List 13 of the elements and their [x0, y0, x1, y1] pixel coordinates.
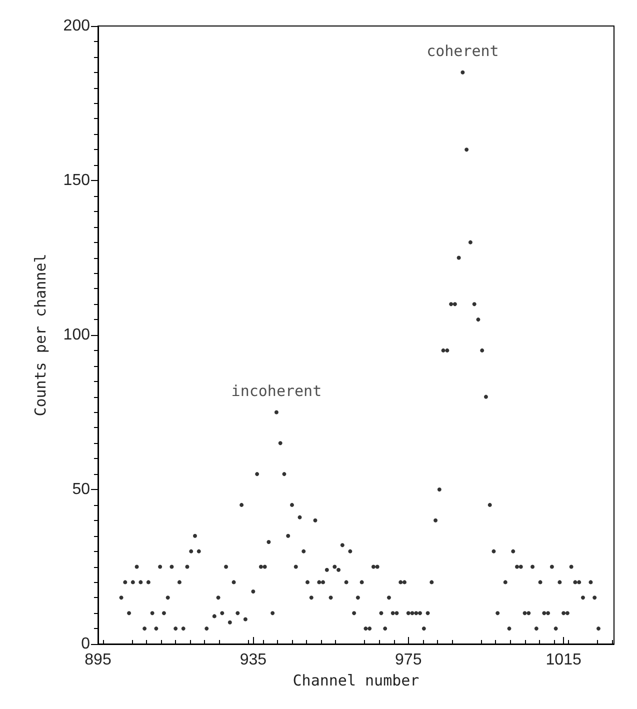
x-tick-label: 975 — [395, 652, 422, 668]
y-axis-title: Counts per channel — [32, 254, 50, 416]
y-tick-label: 150 — [63, 172, 90, 189]
y-tick-label: 0 — [81, 636, 90, 652]
x-tick-label: 1015 — [546, 652, 582, 668]
y-tick-label: 100 — [63, 326, 90, 344]
y-tick-label: 50 — [72, 481, 90, 498]
x-tick-label: 935 — [240, 652, 267, 668]
annotation: incoherent — [231, 382, 322, 400]
annotation: coherent — [426, 42, 499, 60]
y-tick-label: 200 — [63, 18, 90, 34]
x-axis-title: Channel number — [292, 671, 420, 690]
x-tick-label: 895 — [84, 652, 112, 668]
